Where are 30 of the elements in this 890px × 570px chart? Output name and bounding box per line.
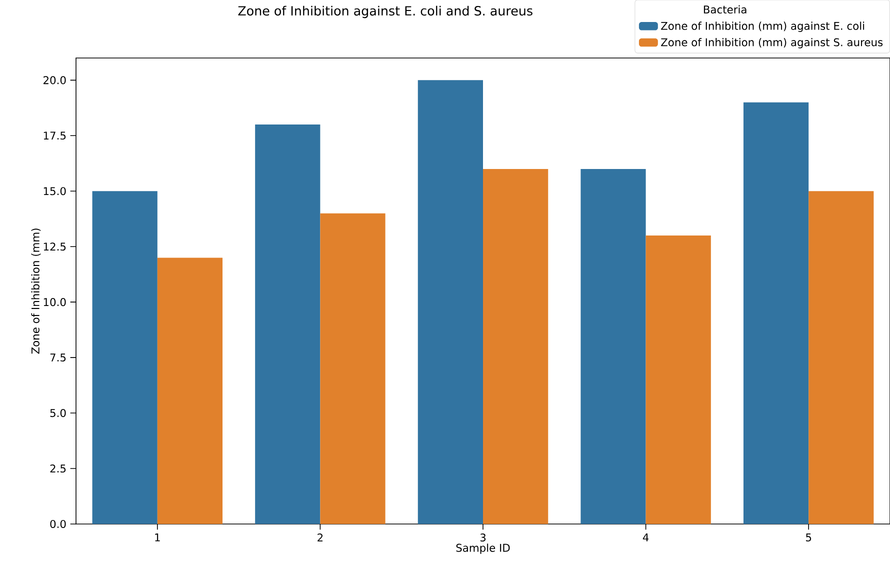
y-tick-label: 7.5 <box>50 354 66 362</box>
y-tick-label: 10.0 <box>44 298 66 306</box>
chart-title: Zone of Inhibition against E. coli and S. aureus <box>238 6 532 18</box>
bar <box>483 168 548 524</box>
x-tick-label: 2 <box>318 533 323 542</box>
legend-label: Zone of Inhibition (mm) against S. aureus <box>661 38 883 48</box>
bar <box>418 80 483 524</box>
y-tick-label: 17.5 <box>44 132 66 140</box>
x-tick-label: 1 <box>155 533 160 542</box>
y-tick-label: 12.5 <box>44 242 66 251</box>
y-tick-label: 2.5 <box>50 464 66 473</box>
x-tick-label: 3 <box>480 533 486 542</box>
x-tick-label: 5 <box>806 533 812 542</box>
legend-label: Zone of Inhibition (mm) against E. coli <box>661 22 864 32</box>
bar <box>255 124 320 524</box>
bar <box>92 191 158 524</box>
bar <box>580 168 646 524</box>
y-axis-title: Zone of Inhibition (mm) <box>31 228 41 354</box>
bar <box>743 102 809 524</box>
bar <box>157 258 223 524</box>
y-tick-label: 0.0 <box>50 520 66 528</box>
bar <box>646 236 711 524</box>
y-tick-label: 15.0 <box>44 187 66 196</box>
bar <box>320 213 386 524</box>
bar <box>808 191 874 524</box>
y-tick-label: 20.0 <box>44 76 66 84</box>
x-tick-label: 4 <box>642 533 649 542</box>
x-axis-title: Sample ID <box>456 544 510 554</box>
y-tick-label: 5.0 <box>50 408 66 418</box>
legend-title: Bacteria <box>704 5 746 14</box>
